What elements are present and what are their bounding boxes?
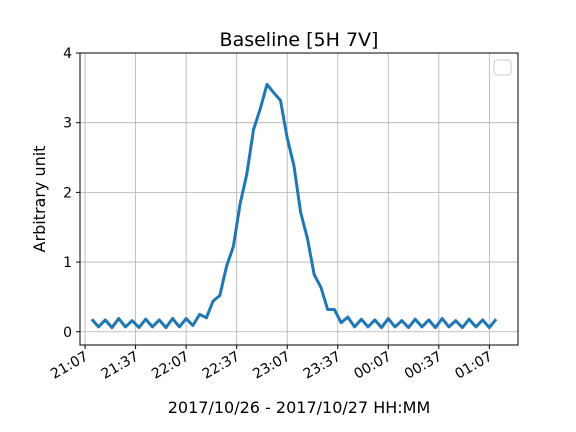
x-axis-label: 2017/10/26 - 2017/10/27 HH:MM — [168, 398, 431, 417]
y-tick-label: 1 — [63, 255, 72, 271]
axes-frame — [79, 52, 519, 346]
y-axis-label: Arbitrary unit — [30, 146, 49, 253]
chart-title: Baseline [5H 7V] — [220, 29, 379, 51]
plot-area — [90, 82, 498, 330]
y-tick-label: 2 — [63, 185, 72, 201]
legend — [493, 59, 512, 76]
data-line — [90, 82, 498, 330]
y-tick-label: 3 — [63, 116, 72, 132]
y-tick-label: 0 — [63, 325, 72, 341]
y-tick-label: 4 — [63, 46, 72, 62]
